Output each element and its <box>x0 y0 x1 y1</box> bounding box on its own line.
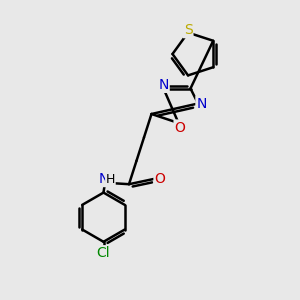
Text: N: N <box>196 97 207 110</box>
Text: N: N <box>158 78 169 92</box>
Text: S: S <box>184 23 192 37</box>
Text: Cl: Cl <box>97 246 110 260</box>
Text: O: O <box>175 121 185 134</box>
Text: H: H <box>106 172 115 186</box>
Text: O: O <box>154 172 165 186</box>
Text: N: N <box>98 172 109 186</box>
